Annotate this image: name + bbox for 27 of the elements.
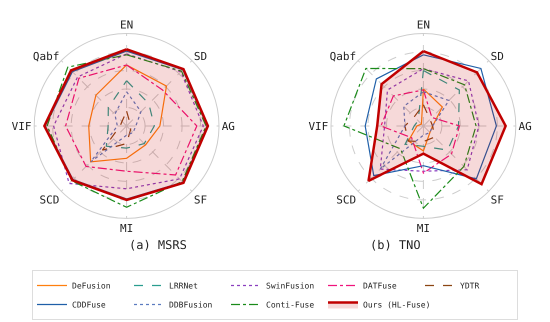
spoke-label: SCD (39, 194, 60, 207)
spoke-label: SD (490, 50, 504, 63)
legend-label: DeFusion (72, 282, 111, 291)
spoke-label: MI (120, 222, 134, 236)
spoke-label: VIF (12, 120, 32, 133)
spoke-label: SD (194, 50, 208, 63)
legend-label: CDDFuse (72, 300, 106, 310)
legend-label: YDTR (460, 282, 480, 291)
spoke-label: EN (416, 18, 430, 32)
legend-label: DDBFusion (169, 300, 213, 310)
spoke-label: Qabf (32, 50, 60, 63)
text: (b) TNO (370, 238, 421, 252)
spoke-label: AG (222, 120, 235, 133)
spoke-label: AG (518, 120, 532, 133)
spoke-label: SF (194, 194, 208, 207)
text: (a) MSRS (129, 238, 187, 252)
spoke-label: MI (416, 222, 430, 236)
legend-label: SwinFusion (266, 282, 314, 291)
spoke-label: SCD (336, 194, 356, 207)
legend-label: Conti-Fuse (266, 300, 314, 310)
spoke-label: EN (120, 18, 134, 32)
spoke-label: VIF (308, 120, 328, 133)
spoke-label: Qabf (330, 50, 356, 63)
legend-label: LRRNet (169, 282, 198, 291)
legend-label: Ours (HL-Fuse) (363, 300, 430, 310)
legend-label: DATFuse (363, 282, 397, 291)
spoke-label: SF (490, 194, 504, 207)
